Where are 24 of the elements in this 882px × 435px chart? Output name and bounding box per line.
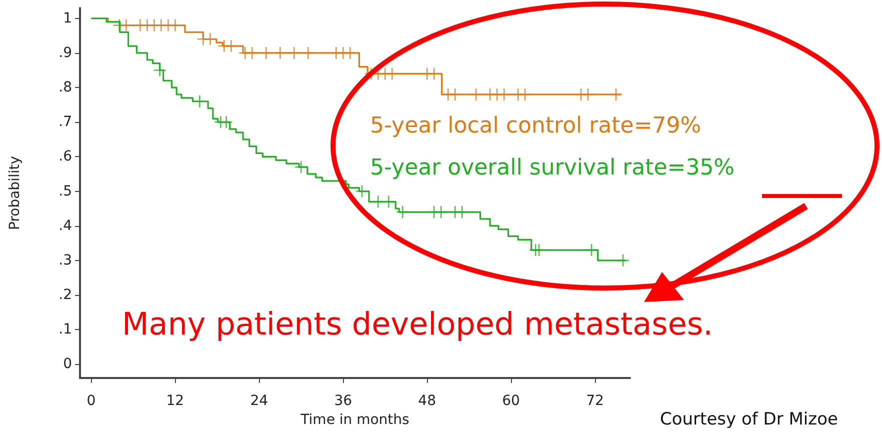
y-tick-label: .7 [58, 114, 72, 130]
x-tick-label: 24 [250, 393, 268, 409]
y-tick-label: .8 [58, 80, 72, 96]
x-tick-label: 12 [166, 393, 184, 409]
y-tick-label: .6 [58, 148, 72, 165]
x-tick-label: 36 [334, 393, 352, 409]
annotation: 5-year local control rate=79% [370, 114, 702, 138]
annotation: 5-year overall survival rate=35% [370, 156, 735, 180]
y-tick-label: 1 [63, 10, 72, 26]
y-tick-label: .5 [58, 183, 72, 200]
x-tick-label: 60 [502, 393, 520, 409]
x-axis-title: Time in months [300, 412, 410, 428]
y-tick-label: .2 [58, 287, 72, 304]
y-tick-label: .4 [58, 218, 72, 234]
y-tick-label: .1 [58, 322, 72, 338]
annotation: Many patients developed metastases. [122, 306, 713, 342]
x-tick-label: 48 [418, 393, 436, 409]
y-tick-label: .9 [58, 44, 72, 61]
x-tick-label: 0 [86, 393, 96, 409]
y-axis-title: Probability [7, 156, 23, 230]
y-tick-label: .3 [58, 252, 72, 268]
y-tick-label: 0 [63, 356, 72, 372]
text: Courtesy of Dr Mizoe [660, 410, 838, 430]
x-tick-label: 72 [586, 393, 604, 409]
